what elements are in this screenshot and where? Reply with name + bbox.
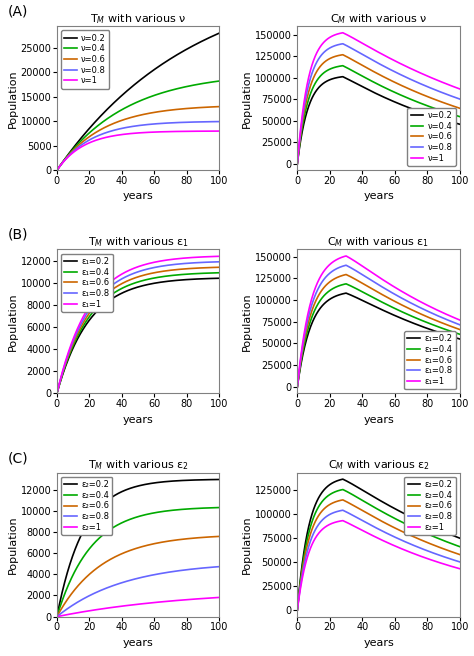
X-axis label: years: years (123, 192, 154, 201)
Y-axis label: Population: Population (242, 292, 252, 351)
Title: T$_M$ with various ε$_2$: T$_M$ with various ε$_2$ (88, 459, 189, 472)
Y-axis label: Population: Population (8, 516, 18, 574)
Title: C$_M$ with various ε$_1$: C$_M$ with various ε$_1$ (328, 236, 429, 249)
Y-axis label: Population: Population (8, 69, 18, 127)
Y-axis label: Population: Population (242, 69, 252, 127)
Y-axis label: Population: Population (242, 516, 252, 574)
Title: T$_M$ with various ε$_1$: T$_M$ with various ε$_1$ (88, 236, 189, 249)
Text: (C): (C) (8, 451, 29, 465)
Legend: ε₂=0.2, ε₂=0.4, ε₂=0.6, ε₂=0.8, ε₂=1: ε₂=0.2, ε₂=0.4, ε₂=0.6, ε₂=0.8, ε₂=1 (61, 477, 112, 535)
Text: (A): (A) (8, 5, 28, 18)
X-axis label: years: years (363, 192, 394, 201)
Legend: ν=0.2, ν=0.4, ν=0.6, ν=0.8, ν=1: ν=0.2, ν=0.4, ν=0.6, ν=0.8, ν=1 (408, 108, 456, 166)
Text: (B): (B) (8, 228, 28, 242)
Legend: ε₂=0.2, ε₂=0.4, ε₂=0.6, ε₂=0.8, ε₂=1: ε₂=0.2, ε₂=0.4, ε₂=0.6, ε₂=0.8, ε₂=1 (404, 477, 456, 535)
X-axis label: years: years (363, 638, 394, 647)
Y-axis label: Population: Population (8, 292, 18, 351)
Title: C$_M$ with various ε$_2$: C$_M$ with various ε$_2$ (328, 459, 429, 472)
X-axis label: years: years (123, 638, 154, 647)
Legend: ν=0.2, ν=0.4, ν=0.6, ν=0.8, ν=1: ν=0.2, ν=0.4, ν=0.6, ν=0.8, ν=1 (61, 30, 109, 89)
X-axis label: years: years (123, 415, 154, 424)
Legend: ε₁=0.2, ε₁=0.4, ε₁=0.6, ε₁=0.8, ε₁=1: ε₁=0.2, ε₁=0.4, ε₁=0.6, ε₁=0.8, ε₁=1 (61, 254, 112, 312)
Title: T$_M$ with various ν: T$_M$ with various ν (90, 12, 186, 26)
Title: C$_M$ with various ν: C$_M$ with various ν (330, 12, 427, 26)
X-axis label: years: years (363, 415, 394, 424)
Legend: ε₁=0.2, ε₁=0.4, ε₁=0.6, ε₁=0.8, ε₁=1: ε₁=0.2, ε₁=0.4, ε₁=0.6, ε₁=0.8, ε₁=1 (404, 331, 456, 389)
